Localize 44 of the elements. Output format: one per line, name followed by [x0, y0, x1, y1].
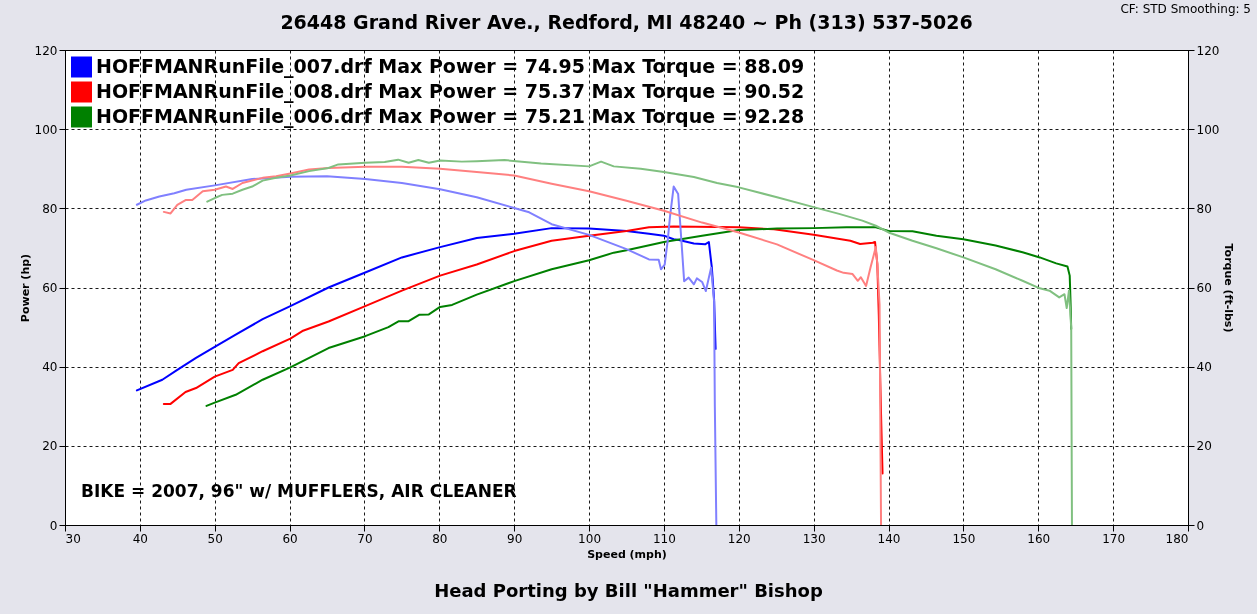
- x-tick-label: 90: [507, 531, 523, 546]
- x-tick-label: 80: [432, 531, 448, 546]
- text: CF: STD Smoothing: 5: [1120, 2, 1251, 16]
- y-tick-label: 60: [42, 281, 58, 295]
- x-tick-label: 30: [65, 531, 81, 546]
- x-tick-label: 140: [877, 531, 901, 546]
- x-tick-label: 160: [1027, 531, 1051, 546]
- y-tick-label: 120: [34, 43, 58, 58]
- x-tick-label: 120: [727, 531, 751, 546]
- y-tick-label: 40: [42, 360, 58, 375]
- y-tick-label: 0: [49, 518, 58, 533]
- text: Head Porting by Bill "Hammer" Bishop: [434, 580, 823, 601]
- x-tick-label: 40: [132, 531, 149, 546]
- y2-tick-label: 0: [1196, 518, 1205, 533]
- x-tick-label: 150: [952, 531, 976, 546]
- x-tick-label: 70: [357, 531, 373, 546]
- y-tick-label: 100: [34, 122, 58, 137]
- x-tick-label: 60: [282, 531, 298, 546]
- y2-tick-label: 80: [1196, 201, 1212, 216]
- line-series: [206, 158, 1073, 525]
- y-tick-label: 80: [42, 201, 58, 216]
- legend-label: HOFFMANRunFile_008.drf Max Power = 75.37 Max Torque = 90.52: [96, 80, 805, 103]
- y-tick-label: 20: [42, 439, 58, 454]
- y2-tick-label: 120: [1196, 43, 1220, 58]
- annotation: BIKE = 2007, 96" w/ MUFFLERS, AIR CLEANER: [81, 481, 517, 501]
- y2-axis-title: Torque (ft-lbs): [1222, 243, 1236, 333]
- x-tick-label: 180: [1165, 531, 1189, 546]
- y2-tick-label: 20: [1196, 439, 1212, 454]
- x-tick-label: 50: [207, 531, 223, 546]
- legend-label: HOFFMANRunFile_006.drf Max Power = 75.21 Max Torque = 92.28: [96, 105, 805, 128]
- x-axis-title: Speed (mph): [587, 547, 667, 561]
- y2-tick-label: 100: [1196, 122, 1220, 137]
- x-tick-label: 170: [1102, 531, 1126, 546]
- x-tick-label: 110: [652, 531, 676, 546]
- line-series: [205, 226, 1073, 407]
- y2-tick-label: 40: [1196, 360, 1212, 375]
- y-axis-title: Power (hp): [18, 253, 32, 323]
- y2-tick-label: 60: [1196, 281, 1212, 295]
- chart-title: 26448 Grand River Ave., Redford, MI 48240 ~ Ph (313) 537-5026: [280, 11, 973, 33]
- line-series: [162, 225, 884, 475]
- x-tick-label: 130: [802, 531, 826, 546]
- line-series: [135, 227, 717, 392]
- x-tick-label: 100: [578, 531, 602, 546]
- legend-label: HOFFMANRunFile_007.drf Max Power = 74.95 Max Torque = 88.09: [96, 55, 805, 78]
